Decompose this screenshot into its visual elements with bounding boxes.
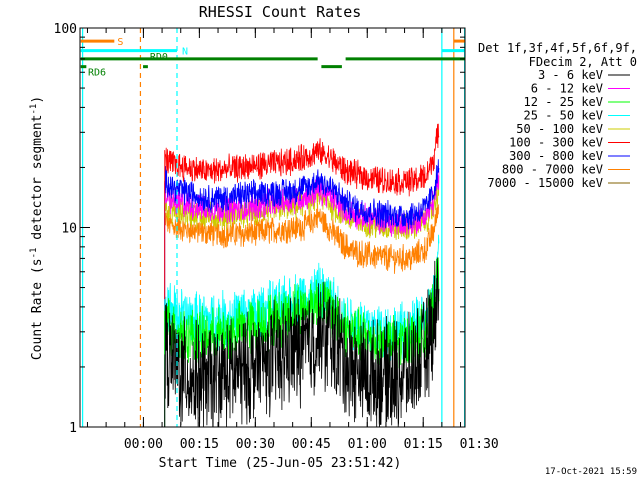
- series-line-800-7000-kev: [164, 200, 440, 427]
- legend-entry-label: 800 - 7000 keV: [502, 163, 603, 177]
- y-axis-label: Count Rate (s-1 detector segment-1): [29, 96, 45, 360]
- flag-label-n: N: [182, 47, 188, 58]
- x-axis-label: Start Time (25-Jun-05 23:51:42): [159, 456, 402, 471]
- x-tick-label: 01:15: [404, 437, 443, 452]
- chart-title: RHESSI Count Rates: [199, 3, 362, 21]
- y-tick-label: 100: [54, 22, 77, 37]
- legend-entry-label: 7000 - 15000 keV: [487, 176, 603, 190]
- legend-entry-label: 300 - 800 keV: [509, 149, 603, 163]
- series-line-6-12-kev: [164, 171, 440, 427]
- x-tick-label: 00:30: [236, 437, 275, 452]
- legend-entry-label: 3 - 6 keV: [538, 68, 603, 82]
- x-tick-label: 00:45: [292, 437, 331, 452]
- series-line-300-800-kev: [164, 159, 440, 427]
- flag-label-rd0: RD0: [150, 52, 168, 63]
- legend-header-line-1: Det 1f,3f,4f,5f,6f,9f,: [478, 41, 637, 55]
- flag-label-rd6: RD6: [88, 68, 106, 79]
- legend-entry-label: 50 - 100 keV: [516, 122, 603, 136]
- footer-date: 17-Oct-2021 15:59: [545, 467, 637, 477]
- y-tick-label: 1: [69, 421, 77, 436]
- legend-entry-label: 6 - 12 keV: [531, 82, 603, 96]
- series-line-100-300-kev: [164, 123, 440, 427]
- x-tick-label: 00:15: [180, 437, 219, 452]
- legend-entry-label: 100 - 300 keV: [509, 136, 603, 150]
- plot-layer: S N RD0 RD6: [80, 28, 466, 427]
- x-tick-label: 00:00: [124, 437, 163, 452]
- legend-header-line-2: FDecim 2, Att 0: [529, 55, 637, 69]
- x-tick-label: 01:00: [348, 437, 387, 452]
- y-tick-label: 10: [61, 222, 77, 237]
- legend-entry-label: 25 - 50 keV: [524, 109, 603, 123]
- series-line-3-6-kev: [164, 257, 440, 427]
- legend-entry-label: 12 - 25 keV: [524, 95, 603, 109]
- flag-label-s: S: [117, 37, 123, 48]
- axis-layer: 1 10 100 00:00 00:15 00:30 00:45 01:00 01:15 01:3…: [54, 22, 499, 452]
- x-tick-label: 01:30: [460, 437, 499, 452]
